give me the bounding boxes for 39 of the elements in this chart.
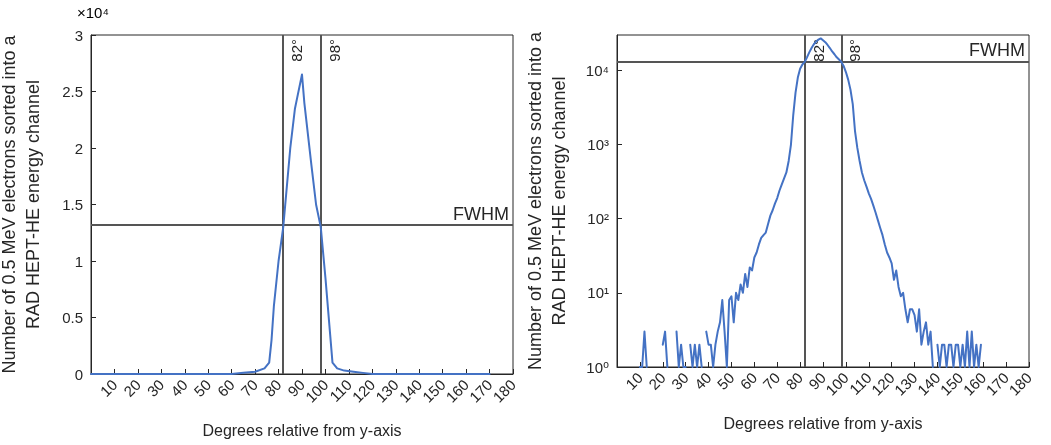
x-tick-label: 60 (213, 375, 238, 400)
ref-line-label: 82° (809, 39, 827, 62)
x-tick-label: 80 (260, 375, 285, 400)
ref-line-label: FWHM (453, 203, 509, 224)
x-tick-label: 10 (622, 368, 646, 393)
x-axis-title: Degrees relative from y-axis (202, 421, 402, 439)
ref-line-label: FWHM (969, 40, 1025, 61)
x-tick-label: 40 (690, 368, 715, 393)
x-tick-label: 80 (782, 368, 807, 393)
y-axis-title: Number of 0.5 MeV electrons sorted into a RAD HEPT-HE energy channel (525, 30, 569, 371)
x-tick-label: 30 (667, 368, 692, 393)
x-tick-label: 20 (644, 368, 669, 393)
x-tick-label: 10 (96, 375, 121, 400)
y-tick-label: 10² (587, 210, 609, 228)
x-tick-label: 70 (237, 375, 262, 400)
x-tick-label: 40 (166, 375, 191, 400)
text: ×10⁴ (77, 4, 109, 21)
y-tick-label: 0.5 (62, 309, 83, 326)
y-tick-label: 10⁴ (585, 61, 609, 79)
y-tick-label: 3 (74, 26, 83, 44)
x-tick-label: 70 (759, 368, 784, 393)
y-tick-label: 10⁰ (586, 358, 609, 376)
y-tick-label: 1.5 (62, 196, 83, 213)
y-tick-label: 10¹ (587, 284, 609, 302)
x-tick-label: 50 (190, 375, 215, 400)
y-tick-label: 0 (74, 365, 83, 383)
y-tick-label: 2.5 (62, 83, 83, 100)
x-tick-label: 20 (120, 375, 144, 400)
x-tick-label: 30 (143, 375, 168, 400)
y-tick-label: 10³ (587, 136, 609, 154)
x-tick-label: 50 (713, 368, 738, 393)
y-tick-label: 1 (74, 252, 83, 270)
ref-line-label: 82° (288, 39, 306, 62)
ref-line-label: 98° (325, 39, 343, 62)
y-axis-title: Number of 0.5 MeV electrons sorted into a RAD HEPT-HE energy channel (0, 34, 43, 374)
y-tick-label: 2 (74, 139, 83, 157)
ref-line-label: 98° (846, 39, 864, 62)
x-tick-label: 60 (736, 368, 761, 393)
x-axis-title: Degrees relative from y-axis (723, 414, 923, 432)
